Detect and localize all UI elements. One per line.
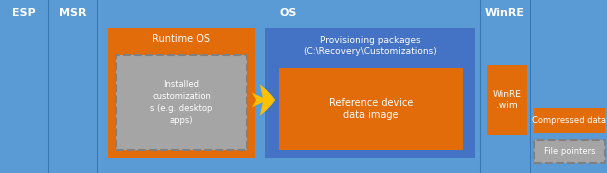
Bar — [534, 108, 605, 133]
Text: MSR: MSR — [59, 8, 86, 18]
Bar — [279, 68, 463, 150]
Text: Installed
customization
s (e.g. desktop
apps): Installed customization s (e.g. desktop … — [151, 80, 212, 125]
Text: Provisioning packages
(C:\Recovery\Customizations): Provisioning packages (C:\Recovery\Custo… — [303, 36, 437, 56]
Text: WinRE: WinRE — [485, 8, 525, 18]
Text: OS: OS — [280, 8, 297, 18]
Text: File pointers: File pointers — [544, 147, 595, 156]
Text: ESP: ESP — [12, 8, 36, 18]
Text: Reference device
data image: Reference device data image — [329, 98, 413, 120]
Text: Runtime OS: Runtime OS — [152, 34, 211, 44]
Bar — [487, 65, 527, 135]
Text: Compressed data: Compressed data — [532, 116, 606, 125]
Bar — [534, 140, 605, 163]
Bar — [265, 28, 475, 158]
Bar — [108, 28, 255, 158]
Bar — [116, 55, 247, 150]
Text: WinRE
.wim: WinRE .wim — [492, 90, 521, 110]
